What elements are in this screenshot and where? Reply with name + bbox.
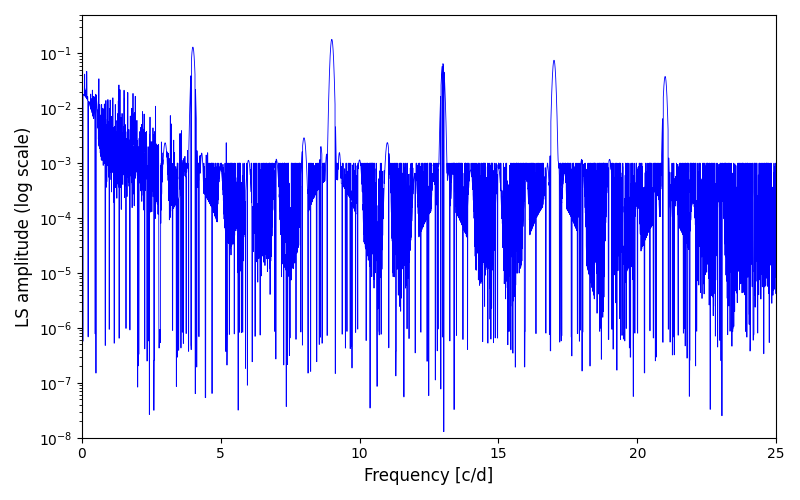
X-axis label: Frequency [c/d]: Frequency [c/d] xyxy=(364,467,494,485)
Y-axis label: LS amplitude (log scale): LS amplitude (log scale) xyxy=(15,126,33,326)
